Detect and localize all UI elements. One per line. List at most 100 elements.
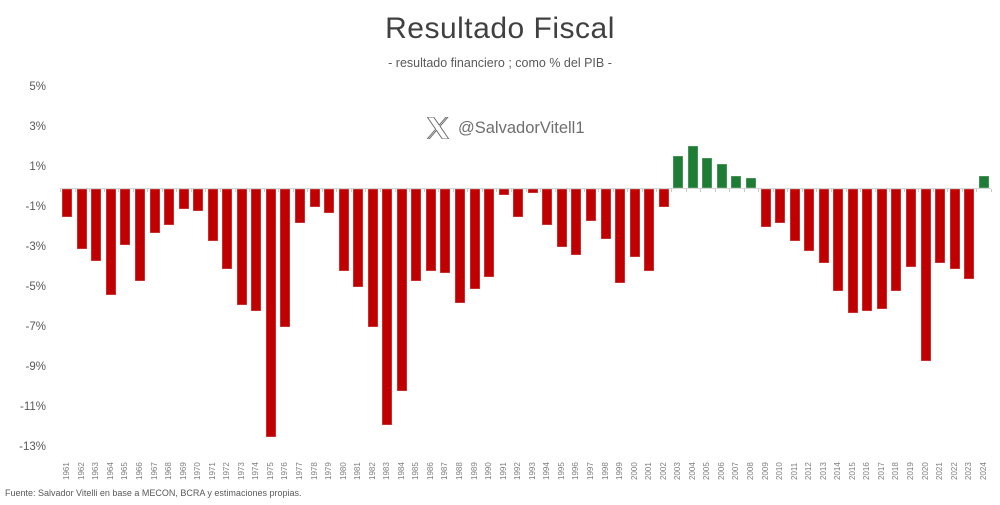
x-tick-label: 1986 xyxy=(425,462,435,480)
bar-1966 xyxy=(135,189,145,281)
x-tick-label: 1972 xyxy=(222,462,232,480)
x-tick-label: 1976 xyxy=(280,462,290,480)
bar-2002 xyxy=(658,189,669,207)
x-axis-tick xyxy=(598,189,599,192)
bar-1982 xyxy=(367,189,378,327)
x-tick-label: 2003 xyxy=(673,462,683,480)
x-tick-label: 1971 xyxy=(207,462,217,480)
bar-1986 xyxy=(425,189,436,271)
bar-1976 xyxy=(280,189,291,327)
bar-2006 xyxy=(716,164,727,188)
x-tick-label: 1999 xyxy=(615,462,625,480)
bar-1968 xyxy=(164,189,175,225)
x-axis-tick xyxy=(584,189,585,192)
x-axis-tick xyxy=(380,189,381,192)
y-tick-label: -5% xyxy=(25,281,46,293)
bar-1969 xyxy=(178,189,189,209)
x-axis-tick xyxy=(816,189,817,192)
bar-1967 xyxy=(149,189,160,233)
x-axis-tick xyxy=(322,189,323,192)
x-tick-label: 1989 xyxy=(469,462,479,480)
x-tick-label: 1979 xyxy=(324,462,334,480)
bar-1996 xyxy=(571,189,582,255)
x-tick-label: 2021 xyxy=(935,462,945,480)
bar-1987 xyxy=(440,189,451,273)
bar-1984 xyxy=(396,189,407,391)
x-tick-label: 1964 xyxy=(105,462,115,480)
x-tick-label: 1962 xyxy=(76,462,86,480)
bar-1995 xyxy=(556,189,567,247)
x-tick-label: 2004 xyxy=(687,462,697,480)
x-axis-tick xyxy=(453,189,454,192)
x-tick-label: 1983 xyxy=(382,462,392,480)
bar-1974 xyxy=(251,189,262,311)
bar-2011 xyxy=(789,189,800,241)
bar-1983 xyxy=(382,189,393,425)
bar-2022 xyxy=(949,189,960,269)
bar-2004 xyxy=(687,146,698,188)
x-tick-label: 1990 xyxy=(484,462,494,480)
x-tick-label: 1966 xyxy=(135,462,144,480)
plot-area xyxy=(60,88,992,448)
bar-2015 xyxy=(847,189,858,313)
x-axis-tick xyxy=(991,189,992,192)
bar-1972 xyxy=(222,189,233,269)
bar-1981 xyxy=(353,189,364,287)
x-tick-label: 1998 xyxy=(600,462,610,480)
bar-2017 xyxy=(876,189,887,309)
x-tick-label: 2012 xyxy=(804,462,814,480)
x-tick-label: 2011 xyxy=(789,462,799,480)
x-axis-tick xyxy=(933,189,934,192)
x-axis-tick xyxy=(787,189,788,192)
x-axis-tick xyxy=(642,189,643,192)
bar-1989 xyxy=(469,189,480,289)
x-tick-label: 1974 xyxy=(251,462,261,480)
x-axis-tick xyxy=(104,189,105,192)
bar-2021 xyxy=(935,189,946,263)
x-tick-label: 2010 xyxy=(775,462,785,480)
x-axis-tick xyxy=(729,189,730,192)
bar-2000 xyxy=(629,189,640,257)
bar-2010 xyxy=(775,189,786,223)
x-tick-label: 2014 xyxy=(833,462,843,480)
x-axis-tick xyxy=(147,189,148,192)
x-tick-label: 1993 xyxy=(527,462,537,480)
bar-1975 xyxy=(265,189,276,437)
x-axis-tick xyxy=(438,189,439,192)
x-axis-tick xyxy=(962,189,963,192)
x-tick-label: 2022 xyxy=(949,462,959,480)
x-axis-tick xyxy=(205,189,206,192)
bar-1998 xyxy=(600,189,611,239)
chart-subtitle: - resultado financiero ; como % del PIB … xyxy=(388,56,612,70)
x-tick-label: 2000 xyxy=(629,462,639,480)
bar-2016 xyxy=(862,189,873,311)
bar-1985 xyxy=(411,189,422,281)
x-axis-tick xyxy=(191,189,192,192)
x-axis-tick xyxy=(118,189,119,192)
x-axis-tick xyxy=(540,189,541,192)
bar-1964 xyxy=(105,189,116,295)
x-axis-tick xyxy=(424,189,425,192)
x-axis-tick xyxy=(467,189,468,192)
x-tick-label: 2005 xyxy=(702,462,712,480)
bar-2019 xyxy=(905,189,916,267)
y-tick-label: -1% xyxy=(25,201,46,213)
bar-2007 xyxy=(731,176,742,188)
x-tick-label: 1997 xyxy=(585,462,595,480)
x-axis-tick xyxy=(526,189,527,192)
x-axis-tick xyxy=(613,189,614,192)
bar-1993 xyxy=(527,189,538,193)
x-tick-label: 2024 xyxy=(978,462,988,480)
bar-2013 xyxy=(818,189,829,263)
x-axis-tick xyxy=(176,189,177,192)
bar-2023 xyxy=(964,189,975,279)
bar-1992 xyxy=(513,189,524,217)
x-tick-label: 1992 xyxy=(513,462,523,480)
x-tick-label: 2009 xyxy=(760,462,770,480)
y-tick-label: -7% xyxy=(25,321,46,333)
zero-axis-line xyxy=(60,188,991,189)
x-tick-label: 1994 xyxy=(542,462,552,480)
bar-2001 xyxy=(644,189,655,271)
source-note: Fuente: Salvador Vitelli en base a MECON… xyxy=(5,488,302,498)
x-tick-label: 2016 xyxy=(862,462,872,480)
